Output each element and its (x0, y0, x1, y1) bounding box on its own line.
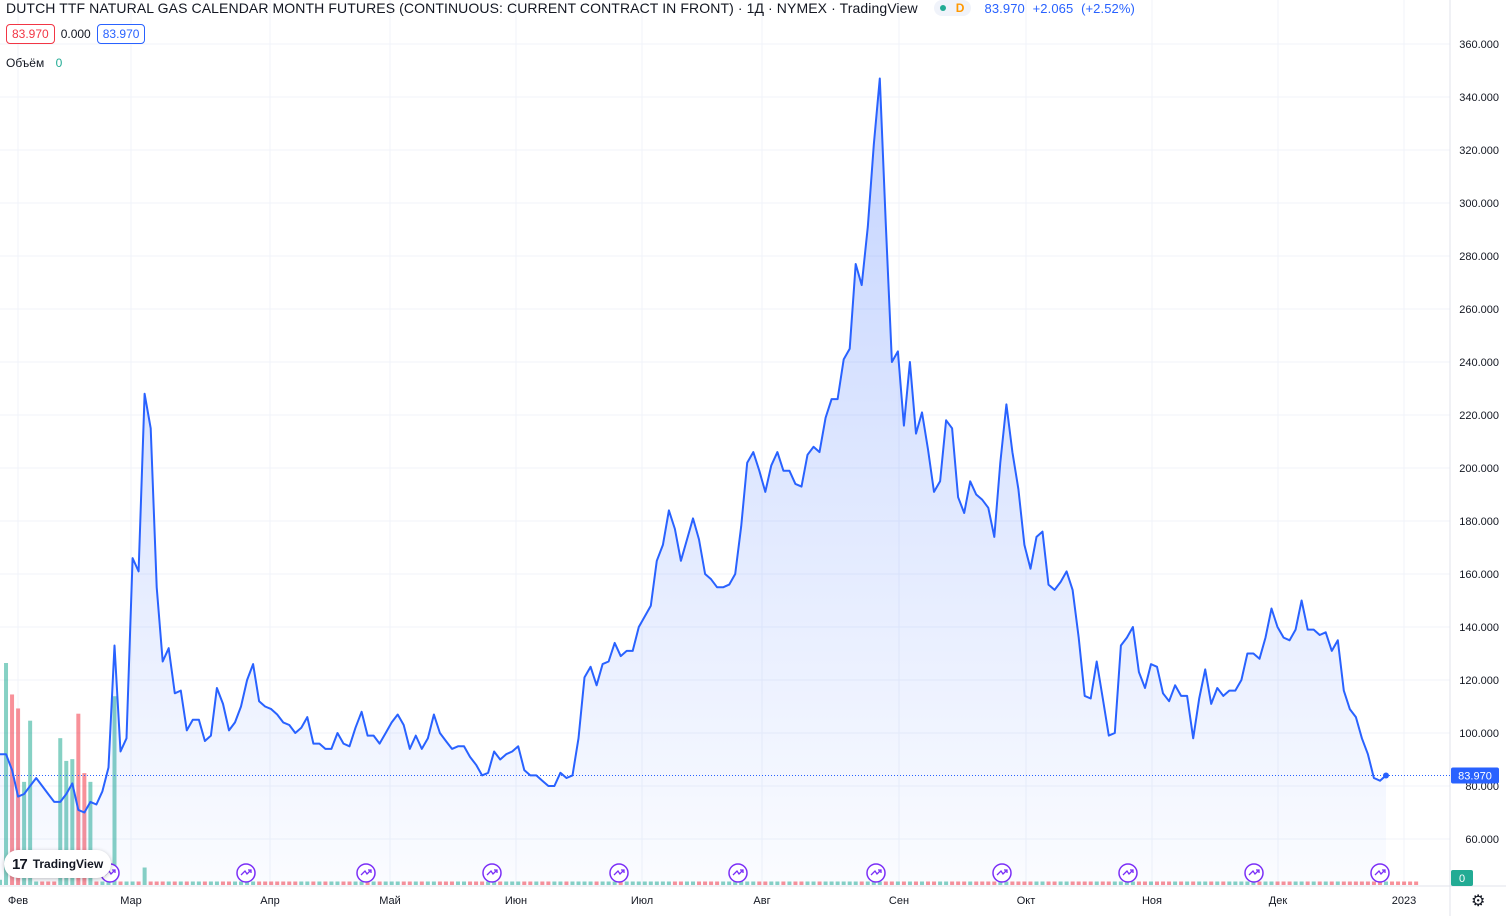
rollover-event-icon[interactable] (482, 863, 502, 883)
rollover-event-icon[interactable] (728, 863, 748, 883)
volume-label: Объём (6, 56, 45, 70)
volume-bar (1414, 881, 1419, 885)
x-tick-label: Сен (889, 895, 909, 907)
x-tick-label: Ноя (1142, 895, 1162, 907)
y-tick-label: 300.000 (1459, 198, 1499, 210)
volume-axis-label (1451, 870, 1473, 886)
x-tick-label: Апр (260, 895, 279, 907)
y-tick-label: 200.000 (1459, 463, 1499, 475)
last-price-axis-text: 83.970 (1458, 770, 1492, 782)
volume-value: 0 (55, 56, 63, 70)
y-tick-label: 180.000 (1459, 516, 1499, 528)
rollover-event-icon[interactable] (356, 863, 376, 883)
volume-bar (1396, 881, 1401, 885)
x-tick-label: Авг (753, 895, 770, 907)
chart-legend-title: DUTCH TTF NATURAL GAS CALENDAR MONTH FUT… (6, 0, 1139, 16)
tradingview-logo[interactable]: 17 TradingView (4, 850, 112, 878)
y-tick-label: 240.000 (1459, 357, 1499, 369)
ask-price-box[interactable]: 83.970 (96, 24, 146, 44)
y-tick-label: 60.000 (1465, 834, 1499, 846)
y-tick-label: 140.000 (1459, 622, 1499, 634)
rollover-event-icon[interactable] (1244, 863, 1264, 883)
y-tick-label: 220.000 (1459, 410, 1499, 422)
rollover-event-icon[interactable] (1370, 863, 1390, 883)
x-tick-label: Май (379, 895, 401, 907)
y-tick-label: 120.000 (1459, 675, 1499, 687)
legend-quote: 83.970 +2.065 (+2.52%) (985, 1, 1139, 16)
last-price: 83.970 (984, 0, 1025, 16)
y-tick-label: 160.000 (1459, 569, 1499, 581)
price-line[interactable] (0, 77, 1387, 814)
volume-legend[interactable]: Объём 0 (6, 56, 62, 70)
last-price-dot (1383, 772, 1389, 779)
y-tick-label: 280.000 (1459, 251, 1499, 263)
price-area (0, 78, 1386, 885)
x-tick-label: 2023 (1392, 895, 1416, 907)
volume-bar (1390, 881, 1395, 885)
volume-bar (76, 713, 81, 885)
y-tick-label: 340.000 (1459, 92, 1499, 104)
last-price-axis-label (1451, 767, 1499, 784)
x-tick-label: Мар (120, 895, 142, 907)
volume-axis-text: 0 (1459, 873, 1465, 885)
gear-icon[interactable]: ⚙ (1471, 893, 1486, 910)
rollover-event-icon[interactable] (992, 863, 1012, 883)
tradingview-mark-icon: 17 (12, 855, 28, 873)
y-tick-label: 260.000 (1459, 304, 1499, 316)
x-tick-label: Июн (505, 895, 527, 907)
bid-price-box[interactable]: 83.970 (6, 24, 55, 44)
y-tick-label: 100.000 (1459, 728, 1499, 740)
symbol-title[interactable]: DUTCH TTF NATURAL GAS CALENDAR MONTH FUT… (6, 0, 918, 16)
bid-ask-row: 83.970 0.000 83.970 (6, 24, 146, 44)
x-tick-label: Июл (631, 895, 653, 907)
rollover-event-icon[interactable] (866, 863, 886, 883)
y-tick-label: 80.000 (1465, 781, 1499, 793)
market-open-dot-icon (939, 5, 946, 11)
x-tick-label: Фев (8, 895, 28, 907)
y-tick-label: 320.000 (1459, 145, 1499, 157)
price-change-percent: (+2.52%) (1081, 0, 1135, 16)
x-tick-label: Окт (1017, 895, 1036, 907)
delay-badge: D (955, 1, 965, 15)
rollover-event-icon[interactable] (1118, 863, 1138, 883)
volume-bar (1402, 881, 1407, 885)
y-tick-label: 360.000 (1459, 39, 1499, 51)
spread-value: 0.000 (60, 27, 91, 41)
tradingview-logo-text: TradingView (32, 857, 104, 871)
rollover-event-icon[interactable] (236, 863, 256, 883)
market-status-badge[interactable]: D (933, 0, 971, 16)
x-tick-label: Дек (1269, 895, 1288, 907)
volume-bar (1408, 881, 1413, 885)
price-change: +2.065 (1032, 0, 1074, 16)
rollover-event-icon[interactable] (609, 863, 629, 883)
